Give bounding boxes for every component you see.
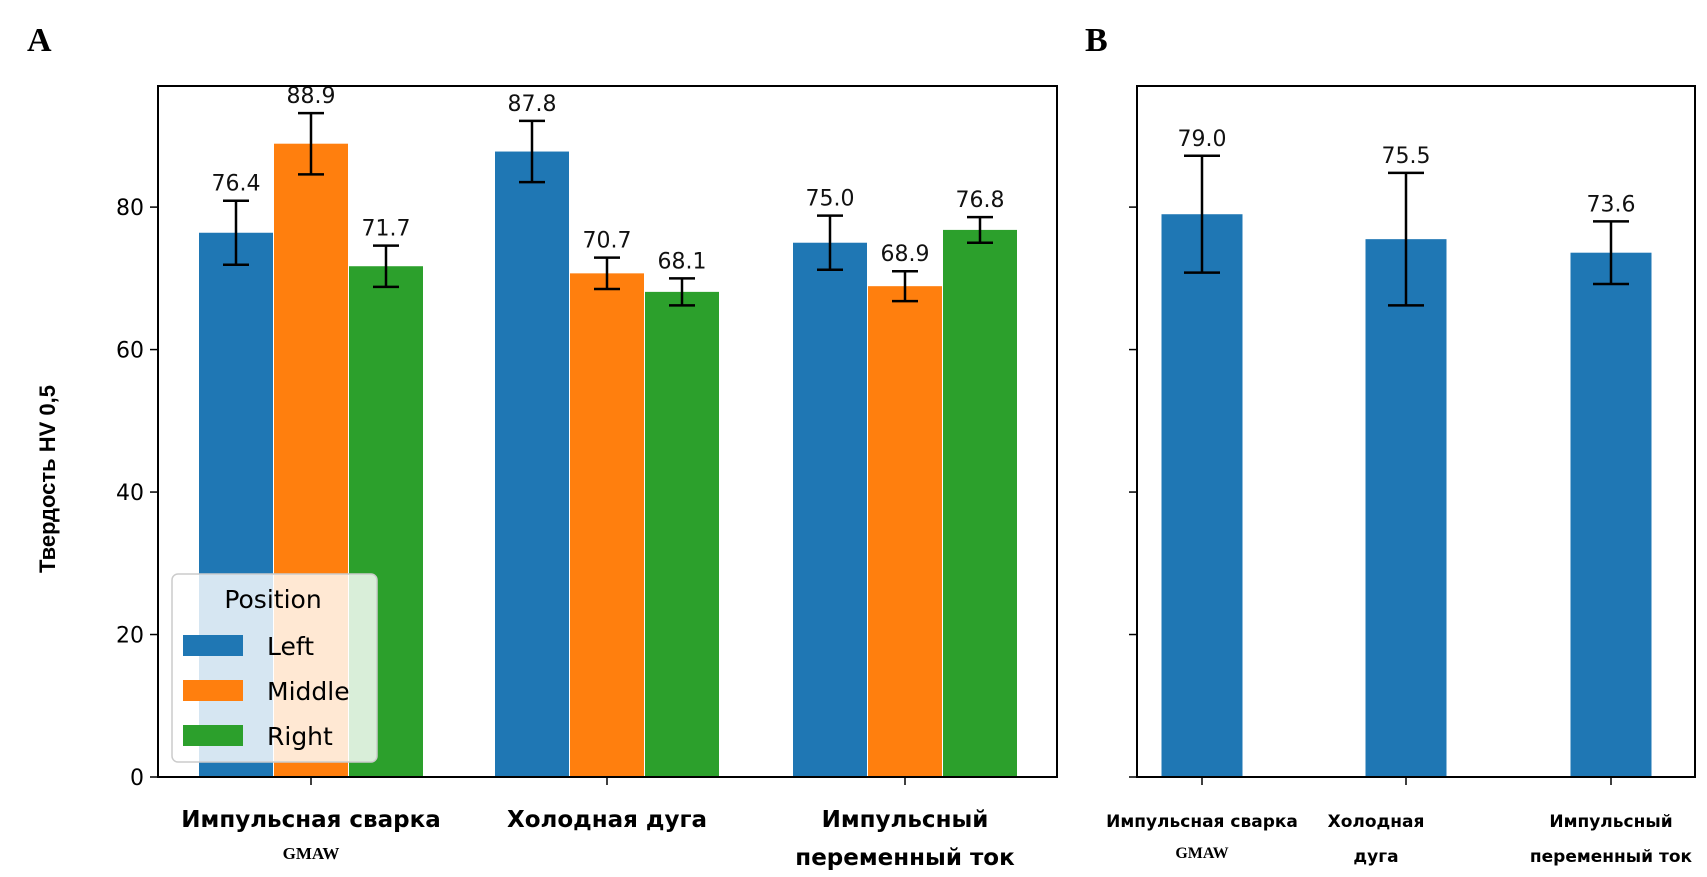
legend-label-left: Left bbox=[267, 632, 314, 661]
data-label: 75.0 bbox=[806, 187, 855, 212]
y-tick-label: 0 bbox=[130, 766, 144, 791]
bar-b-1 bbox=[1365, 239, 1447, 777]
y-tick-label: 20 bbox=[116, 624, 144, 649]
x-category-label: переменный ток bbox=[795, 845, 1015, 871]
panel-b-letter: B bbox=[1085, 22, 1108, 59]
legend[interactable]: Position Left Middle Right bbox=[171, 573, 378, 763]
data-label: 79.0 bbox=[1178, 127, 1227, 152]
data-label: 88.9 bbox=[287, 84, 336, 109]
bar-right-1 bbox=[645, 291, 719, 777]
bar-left-1 bbox=[495, 151, 569, 777]
data-label: 87.8 bbox=[508, 92, 557, 117]
x-category-label: дуга bbox=[1353, 847, 1398, 867]
data-label: 68.9 bbox=[881, 242, 930, 267]
legend-label-middle: Middle bbox=[267, 677, 350, 706]
x-category-label: переменный ток bbox=[1530, 847, 1693, 867]
y-axis-label: Твердость HV 0,5 bbox=[35, 385, 60, 573]
plot-frame-b bbox=[1136, 85, 1696, 778]
data-label: 68.1 bbox=[658, 249, 707, 274]
panel-a-letter: A bbox=[27, 22, 52, 59]
chart-panel-a: 76.4 87.8 75.0 88.9 70.7 68.9 71.7 68.1 76.8 0 20 4… bbox=[116, 84, 1058, 871]
legend-swatch-middle bbox=[183, 680, 243, 701]
legend-swatch-left bbox=[183, 635, 243, 656]
y-tick-label: 80 bbox=[116, 196, 144, 221]
x-category-label: Холодная дуга bbox=[507, 807, 707, 833]
x-category-label: Импульсная сварка bbox=[181, 807, 440, 833]
data-label: 70.7 bbox=[583, 229, 632, 254]
chart-panel-b: 79.0 75.5 73.6 Импульсная сварка GMAW Холодна… bbox=[1106, 85, 1696, 867]
data-label: 73.6 bbox=[1587, 192, 1636, 217]
data-label: 71.7 bbox=[362, 217, 411, 242]
x-category-label: GMAW bbox=[1175, 845, 1228, 862]
x-category-label: GMAW bbox=[283, 844, 340, 863]
x-category-label: Импульсная сварка bbox=[1106, 812, 1298, 832]
data-label: 75.5 bbox=[1382, 144, 1431, 169]
legend-label-right: Right bbox=[267, 722, 333, 751]
bar-middle-1 bbox=[570, 273, 644, 777]
bar-b-0 bbox=[1161, 214, 1243, 777]
bar-right-2 bbox=[943, 229, 1017, 777]
bar-left-2 bbox=[793, 242, 867, 777]
bar-b-2 bbox=[1570, 252, 1652, 778]
data-label: 76.4 bbox=[212, 172, 261, 197]
y-tick-label: 40 bbox=[116, 481, 144, 506]
data-label: 76.8 bbox=[956, 188, 1005, 213]
x-category-label: Холодная bbox=[1328, 812, 1425, 832]
legend-swatch-right bbox=[183, 725, 243, 746]
legend-box bbox=[171, 573, 378, 763]
y-tick-label: 60 bbox=[116, 339, 144, 364]
legend-title: Position bbox=[224, 585, 321, 614]
bar-middle-2 bbox=[868, 286, 942, 777]
x-category-label: Импульсный bbox=[1549, 812, 1672, 832]
x-category-label: Импульсный bbox=[822, 807, 989, 833]
